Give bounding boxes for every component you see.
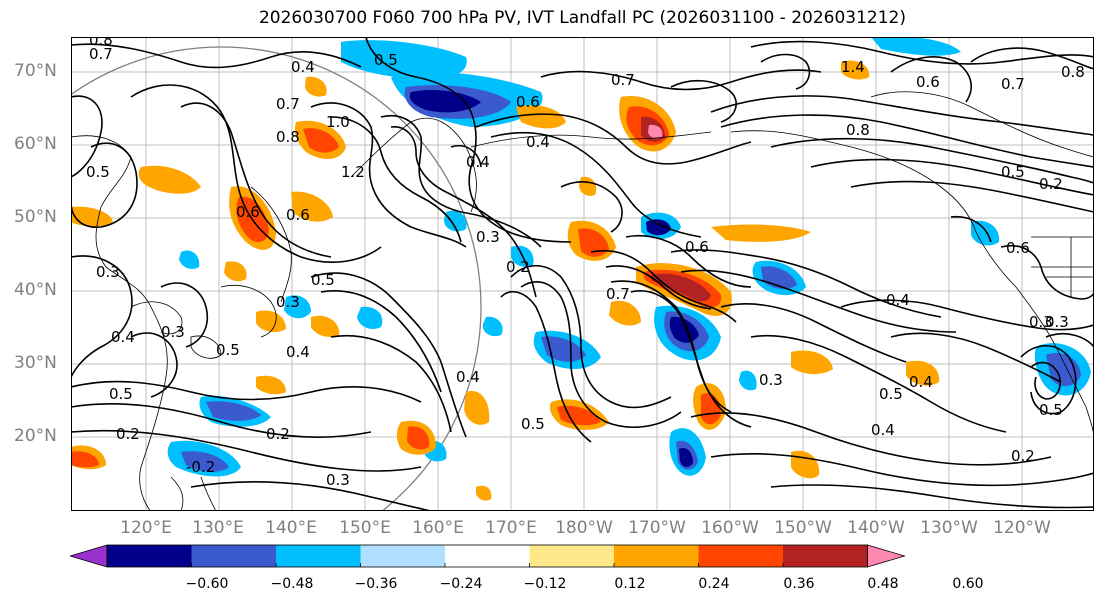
contour-label: 0.2 <box>116 425 140 443</box>
lon-label: 130°W <box>920 518 978 538</box>
contour-label: 0.2 <box>506 258 530 276</box>
colorbar-tick-label: −0.48 <box>270 576 314 592</box>
lon-label: 140°W <box>847 518 905 538</box>
colorbar-swatch <box>107 545 192 567</box>
colorbar-tick-label: 0.60 <box>952 576 984 592</box>
contour-label: 0.7 <box>89 45 113 63</box>
contour-label: 0.3 <box>759 371 783 389</box>
contour-label: 0.5 <box>879 385 903 403</box>
contour-label: 0.5 <box>216 341 240 359</box>
contour-label: 0.6 <box>286 206 310 224</box>
map-title: 2026030700 F060 700 hPa PV, IVT Landfall… <box>258 8 906 28</box>
contour-label: 0.8 <box>1061 63 1085 81</box>
contour-label: 0.8 <box>276 128 300 146</box>
contour-label: 1.2 <box>341 163 365 181</box>
contour-label: 0.4 <box>286 343 310 361</box>
lat-label: 50°N <box>14 207 57 227</box>
contour-label: 0.7 <box>611 71 635 89</box>
contour-label: 0.4 <box>871 421 895 439</box>
contour-label: -0.2 <box>186 458 215 476</box>
colorbar <box>70 544 906 568</box>
lat-label: 60°N <box>14 134 57 154</box>
contour-label: 0.5 <box>1001 163 1025 181</box>
lon-label: 180°W <box>555 518 613 538</box>
colorbar-tick-label: −0.24 <box>439 576 483 592</box>
contour-label: 0.3 <box>96 263 120 281</box>
contour-label: 0.5 <box>109 385 133 403</box>
colorbar-frame <box>106 544 868 568</box>
contour-label: 0.3 <box>276 293 300 311</box>
contour-label: 0.8 <box>89 37 113 49</box>
contour-label: 0.4 <box>466 153 490 171</box>
colorbar-swatch <box>191 545 277 567</box>
contour-label: 0.5 <box>86 163 110 181</box>
pv-ivt-map: 0.8 0.7 0.4 0.5 0.7 1.0 0.8 1.2 0.6 0.4 … <box>71 37 1094 511</box>
colorbar-swatch <box>783 545 868 567</box>
colorbar-swatch <box>529 545 615 567</box>
contour-label: 0.3 <box>476 228 500 246</box>
contour-label: 0.2 <box>1039 175 1063 193</box>
contour-label: 0.7 <box>606 285 630 303</box>
lon-label: 130°E <box>192 518 244 538</box>
contour-label: 0.7 <box>1001 75 1025 93</box>
colorbar-tick-label: 0.48 <box>867 576 899 592</box>
contour-label-group: 0.8 0.7 0.4 0.5 0.7 1.0 0.8 1.2 0.6 0.4 … <box>86 37 1085 489</box>
colorbar-swatch <box>698 545 784 567</box>
lon-label: 150°E <box>339 518 391 538</box>
contour-label: 0.6 <box>1006 239 1030 257</box>
contour-label: 0.5 <box>1039 401 1063 419</box>
contour-label: 0.2 <box>266 425 290 443</box>
lat-label: 20°N <box>14 426 57 446</box>
contour-label: 1.0 <box>326 113 350 131</box>
contour-label: 0.4 <box>909 373 933 391</box>
lon-label: 170°W <box>628 518 686 538</box>
lon-label: 160°W <box>701 518 759 538</box>
colorbar-tick-label: 0.12 <box>614 576 646 592</box>
colorbar-swatch <box>445 545 530 567</box>
lon-label: 170°E <box>485 518 537 538</box>
colorbar-swatch <box>276 545 361 567</box>
lon-label: 160°E <box>412 518 464 538</box>
contour-label: 1.4 <box>841 58 865 76</box>
contour-label: 0.6 <box>236 203 260 221</box>
contour-label: 0.3 <box>1029 313 1053 331</box>
contour-label: 0.4 <box>111 328 135 346</box>
contour-label: 0.6 <box>516 93 540 111</box>
contour-label: 0.4 <box>526 133 550 151</box>
contour-label: 0.5 <box>311 271 335 289</box>
colorbar-tick-label: −0.60 <box>185 576 229 592</box>
colorbar-extend-max <box>867 544 906 568</box>
contour-label: 0.4 <box>886 291 910 309</box>
lon-label: 120°E <box>120 518 172 538</box>
contour-label: 0.2 <box>1011 447 1035 465</box>
colorbar-swatch <box>360 545 446 567</box>
lat-label: 70°N <box>14 61 57 81</box>
contour-label: 0.3 <box>1045 313 1069 331</box>
contour-label: 0.5 <box>521 415 545 433</box>
contour-label: 0.7 <box>276 95 300 113</box>
contour-label: 0.6 <box>916 73 940 91</box>
lon-label: 120°W <box>993 518 1051 538</box>
lon-label: 140°E <box>265 518 317 538</box>
colorbar-tick-label: −0.36 <box>354 576 398 592</box>
contour-label: 0.6 <box>685 238 709 256</box>
contour-label: 0.5 <box>374 51 398 69</box>
colorbar-tick-label: 0.24 <box>698 576 730 592</box>
contour-label: 0.8 <box>846 121 870 139</box>
lat-label: 30°N <box>14 353 57 373</box>
range-circle <box>71 46 482 511</box>
colorbar-tick-label: −0.12 <box>523 576 567 592</box>
colorbar-swatch <box>614 545 699 567</box>
colorbar-extend-min <box>70 544 108 568</box>
contour-label: 0.3 <box>161 323 185 341</box>
lat-label: 40°N <box>14 280 57 300</box>
contour-label: 0.4 <box>291 58 315 76</box>
contour-label: 0.3 <box>326 471 350 489</box>
contour-label: 0.4 <box>456 368 480 386</box>
colorbar-tick-label: 0.36 <box>783 576 815 592</box>
pv-contours <box>71 37 1094 511</box>
lon-label: 150°W <box>774 518 832 538</box>
